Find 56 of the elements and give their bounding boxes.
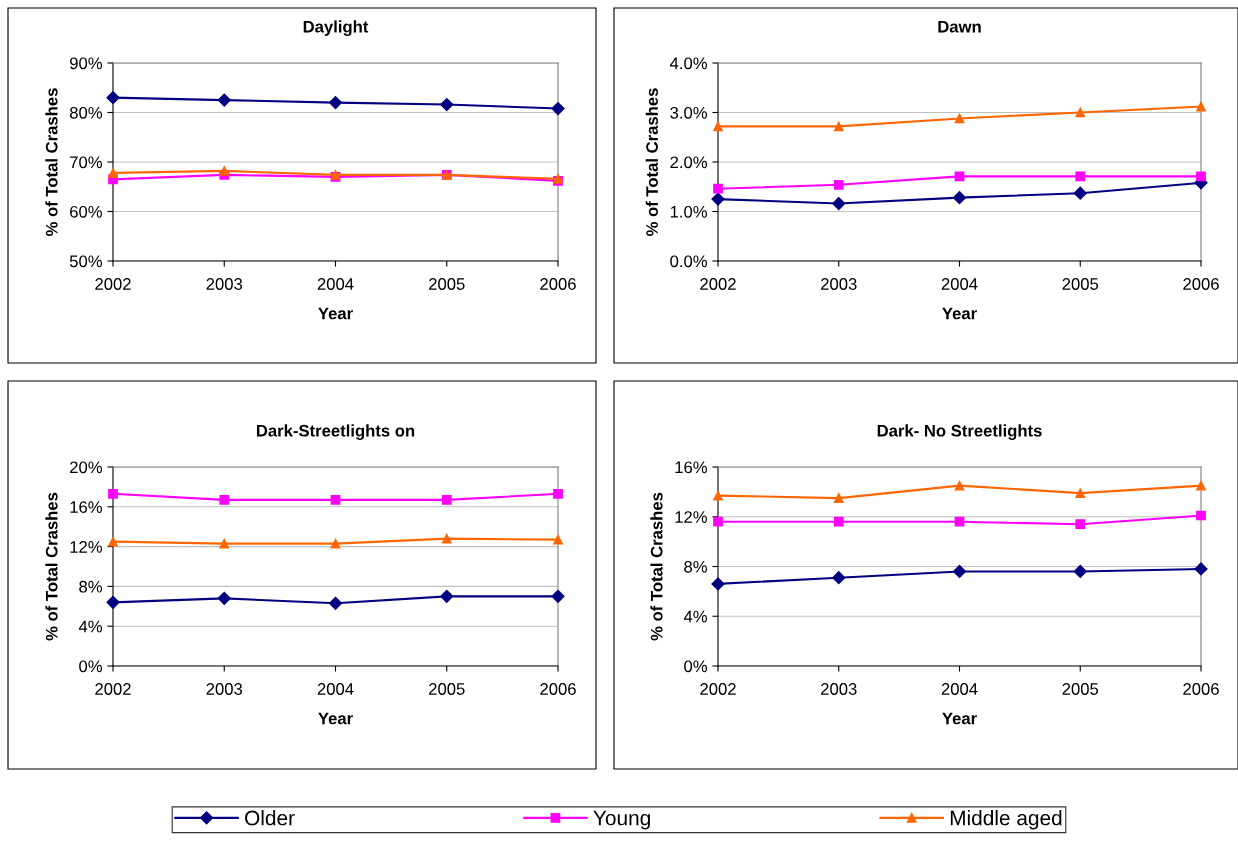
x-tick-label: 2003 [206,278,243,290]
chart-title: Dark-Streetlights on [256,424,415,440]
x-tick-label: 2005 [429,278,465,290]
x-tick-label: 2002 [700,683,736,695]
y-axis-title: % of Total Crashes [45,492,58,641]
y-tick-label: 1.0% [670,205,707,218]
legend-label: Older [245,810,295,826]
x-tick-label: 2004 [317,278,354,290]
y-tick-label: 16% [70,501,102,513]
x-tick-label: 2002 [95,683,131,695]
y-tick-label: 16% [675,461,707,474]
x-tick-label: 2003 [206,683,243,695]
y-tick-label: 0.0% [670,255,707,268]
x-tick-label: 2005 [1062,683,1099,695]
x-tick-label: 2006 [1183,683,1219,695]
y-tick-label: 12% [675,511,707,523]
x-tick-label: 2003 [821,278,857,290]
x-tick-label: 2002 [95,278,131,290]
x-tick-label: 2004 [941,683,978,695]
x-axis-title: Year [942,712,977,725]
x-tick-label: 2002 [700,278,736,290]
x-tick-label: 2003 [821,683,857,695]
y-tick-label: 8% [79,580,102,593]
chart-title: Dawn [938,20,981,33]
y-axis-title: % of Total Crashes [650,492,663,641]
y-tick-label: 20% [70,461,102,474]
y-tick-label: 0% [79,660,102,673]
x-axis-title: Year [318,712,353,725]
y-tick-label: 12% [70,541,102,553]
y-tick-label: 60% [70,205,102,218]
y-tick-label: 0% [684,660,707,673]
y-tick-label: 90% [70,57,102,70]
y-tick-label: 4.0% [669,57,707,70]
x-axis-title: Year [318,307,353,320]
chart-title: Dark- No Streetlights [877,424,1042,440]
chart-title: Daylight [303,20,369,36]
legend-label: Middle aged [950,810,1062,830]
legend-label: Young [593,810,650,830]
x-tick-label: 2006 [540,278,576,290]
y-tick-label: 8% [684,560,707,573]
y-tick-label: 50% [69,255,102,268]
y-tick-label: 3.0% [670,106,707,119]
x-tick-label: 2006 [540,683,576,695]
y-tick-label: 4% [683,610,707,623]
x-tick-label: 2004 [317,683,354,695]
x-tick-label: 2004 [941,278,978,290]
x-axis-title: Year [942,307,977,320]
x-tick-label: 2006 [1183,278,1219,290]
y-tick-label: 4% [78,620,102,633]
y-tick-label: 2.0% [670,156,707,169]
y-tick-label: 70% [70,156,102,169]
x-tick-label: 2005 [1062,278,1099,290]
x-tick-label: 2005 [429,683,465,695]
y-axis-title: % of Total Crashes [45,88,58,236]
y-tick-label: 80% [69,106,102,119]
y-axis-title: % of Total Crashes [645,88,658,236]
